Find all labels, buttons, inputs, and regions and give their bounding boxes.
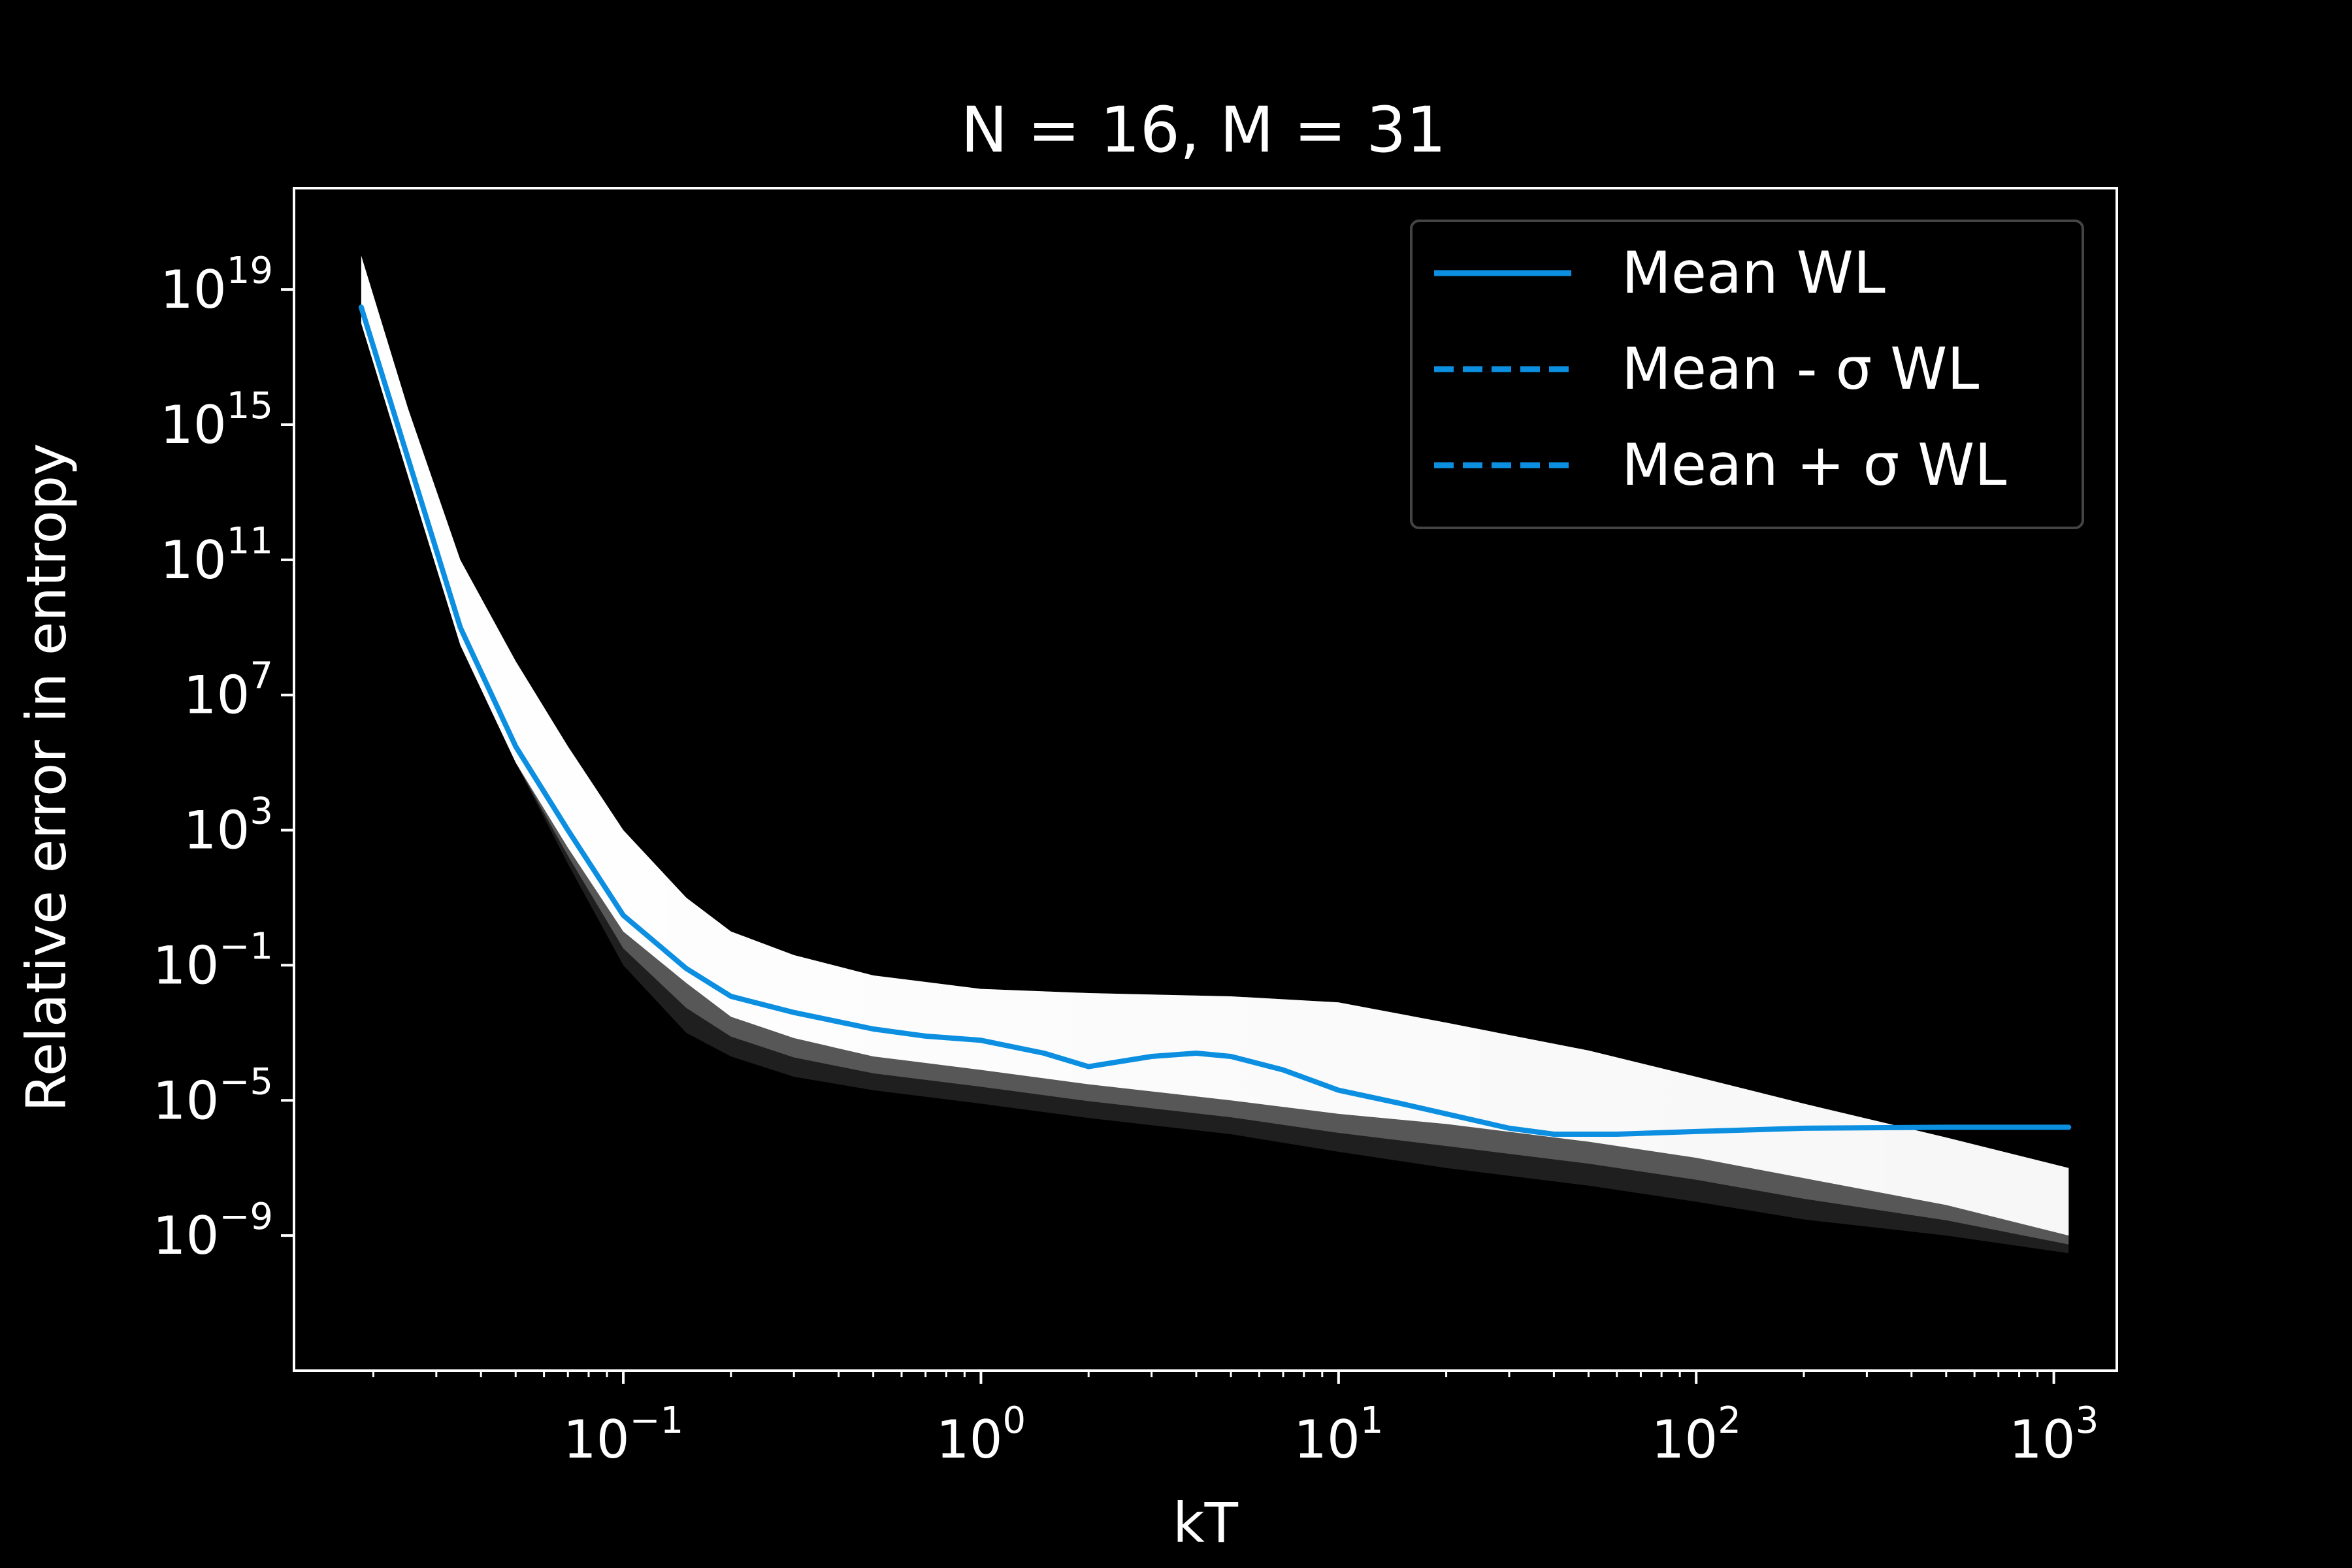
x-axis-label: kT [1173,1491,1239,1555]
y-tick-label: 103 [184,791,273,861]
y-tick-label: 10−5 [153,1060,273,1131]
legend-label-mean-minus-sigma: Mean - σ WL [1622,335,1979,402]
y-tick-label: 10−9 [153,1196,273,1266]
y-axis: 1019 1015 1011 107 103 10−1 10−5 10−9 [153,250,294,1266]
series-line-0 [358,304,2072,1137]
x-axis: 10−1 100 101 102 103 [372,1371,2099,1470]
y-tick-label: 1011 [160,520,273,591]
legend-label-mean: Mean WL [1622,239,1886,306]
x-tick-label: 103 [2009,1399,2099,1470]
y-tick-label: 1019 [160,250,273,320]
ensemble-core-band [361,255,2069,1236]
x-tick-label: 100 [936,1399,1026,1470]
legend-frame [1410,220,2084,529]
legend-label-mean-plus-sigma: Mean + σ WL [1622,431,2006,498]
legend: Mean WL Mean - σ WL Mean + σ WL [1410,220,2084,529]
plot-frame [293,187,2118,1372]
chart-title: N = 16, M = 31 [961,93,1446,167]
y-tick-label: 1015 [160,385,273,455]
y-tick-label: 107 [184,655,273,726]
x-tick-label: 101 [1294,1399,1383,1470]
x-tick-label: 10−1 [563,1399,683,1470]
x-tick-label: 102 [1652,1399,1741,1470]
y-axis-label: Relative error in entropy [14,443,78,1112]
y-tick-label: 10−1 [153,925,273,996]
